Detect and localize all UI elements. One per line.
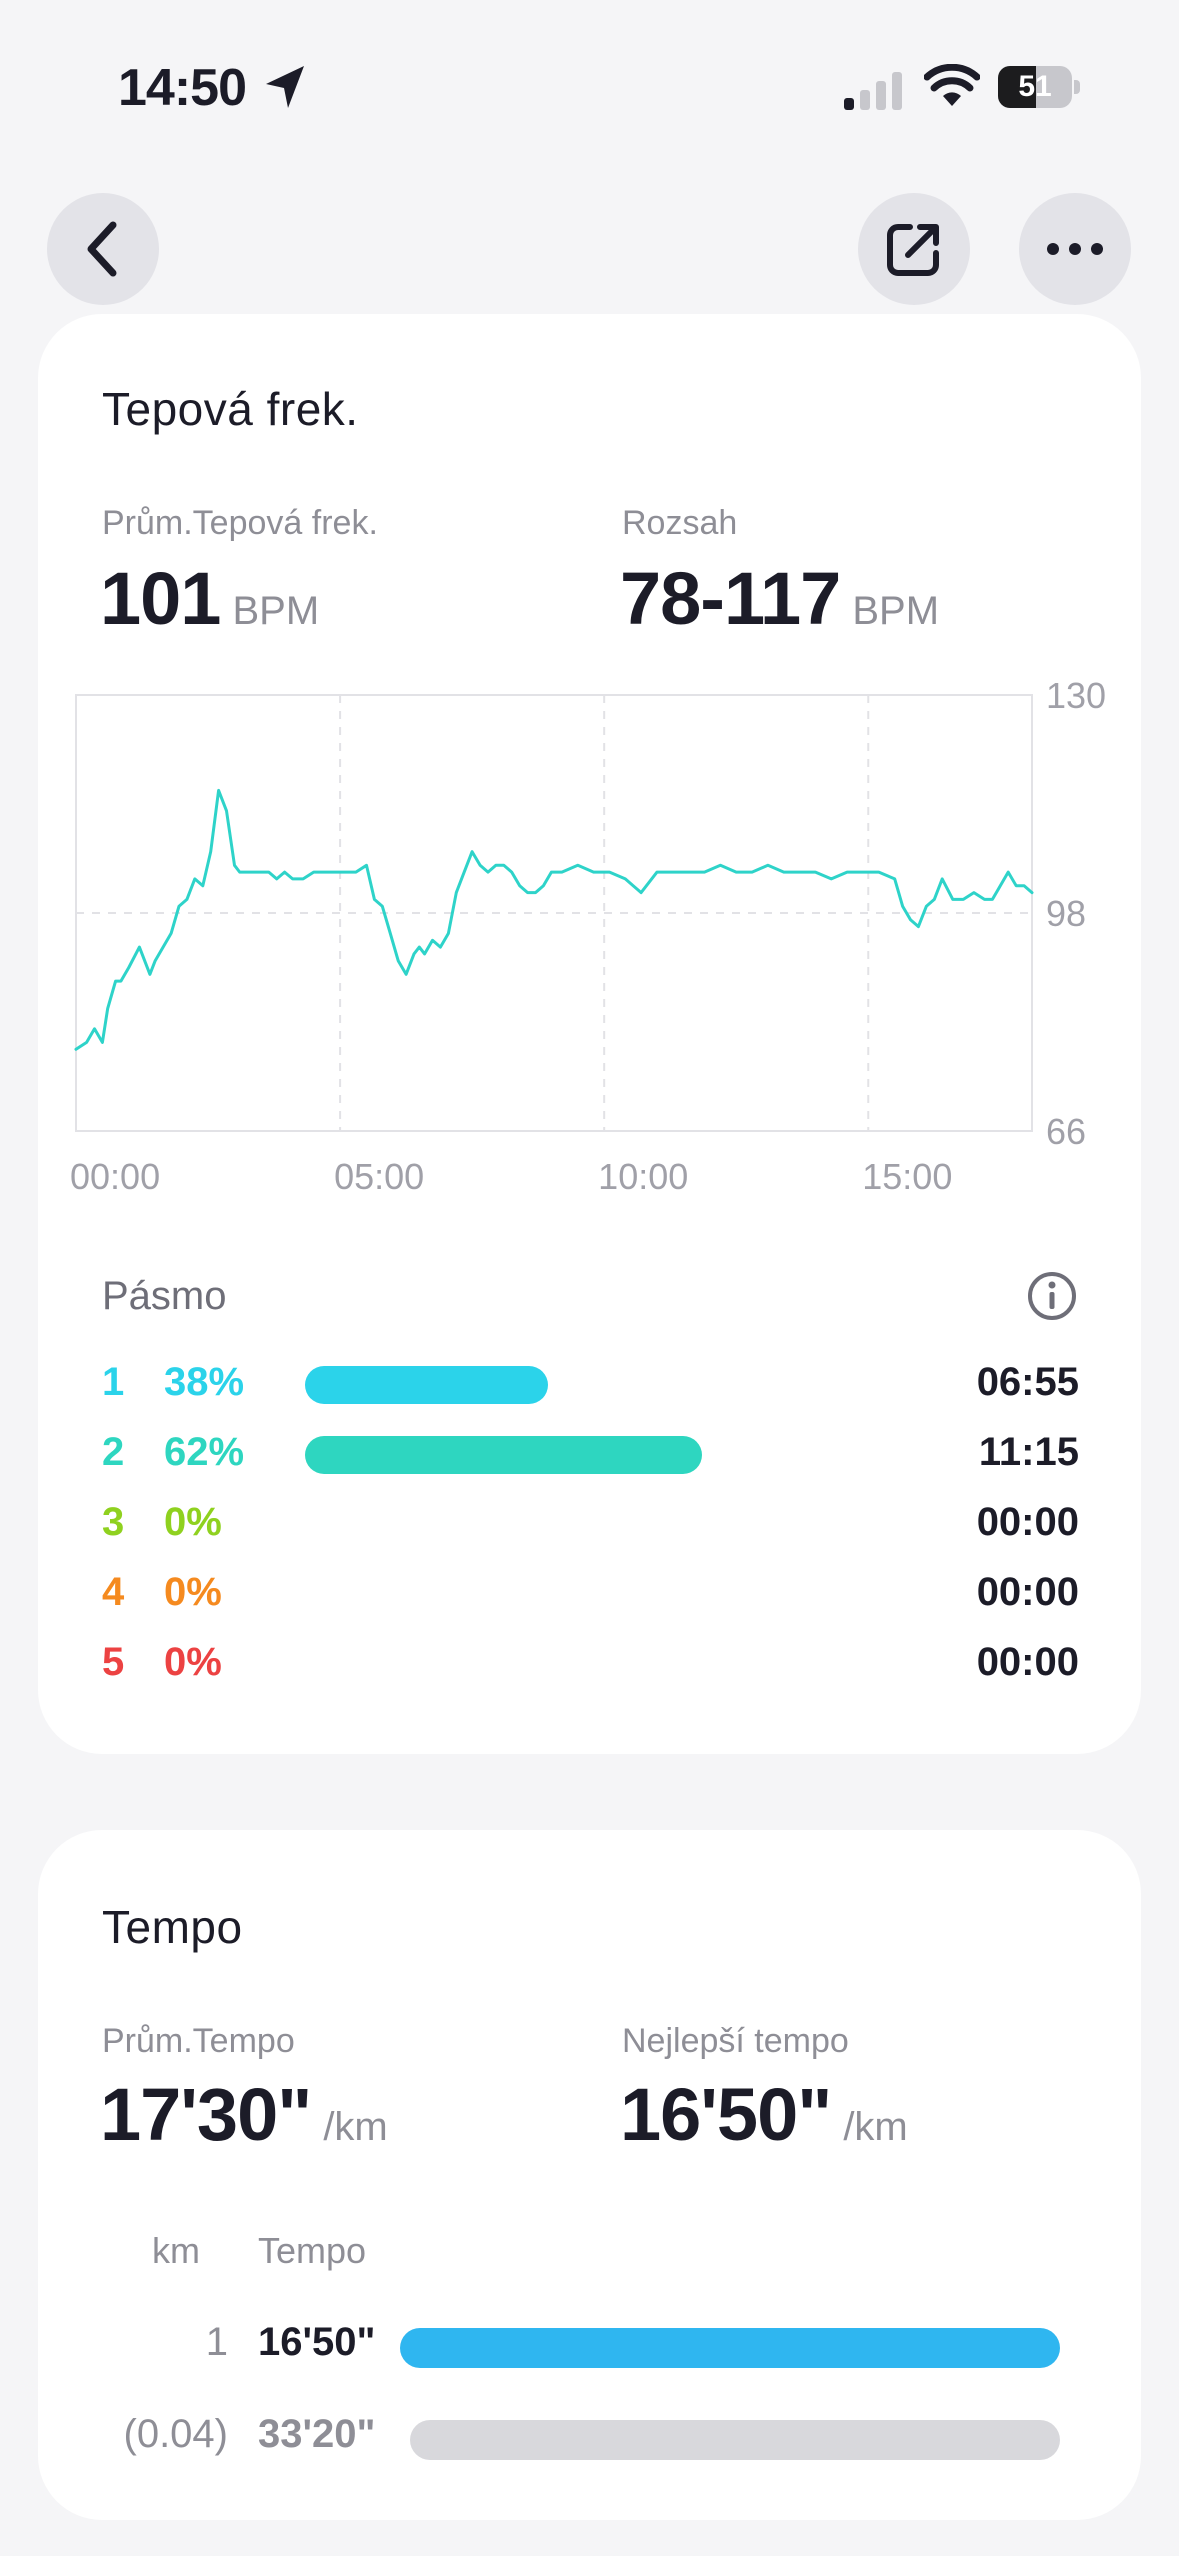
avg-pace-unit: /km bbox=[323, 2105, 388, 2149]
zone-row: 1 38% 06:55 bbox=[38, 1360, 1141, 1420]
best-pace-value: 16'50"/km bbox=[620, 2072, 908, 2157]
pace-column-header: Tempo bbox=[258, 2230, 367, 2271]
x-tick-label: 00:00 bbox=[70, 1156, 160, 1197]
zone-row: 2 62% 11:15 bbox=[38, 1430, 1141, 1490]
range-value: 78-117 BPM bbox=[620, 556, 939, 641]
zone-percent: 0% bbox=[164, 1570, 222, 1614]
x-tick-label: 05:00 bbox=[334, 1156, 424, 1197]
best-pace-number: 16'50" bbox=[620, 2073, 832, 2156]
range-number: 78-117 bbox=[620, 557, 841, 640]
status-time: 14:50 bbox=[118, 59, 247, 117]
pace-bar bbox=[400, 2328, 1060, 2368]
battery-fill bbox=[998, 66, 1036, 108]
location-arrow-icon bbox=[266, 66, 304, 108]
pace-bar bbox=[410, 2420, 1061, 2460]
range-label: Rozsah bbox=[622, 504, 738, 542]
avg-hr-value: 101 BPM bbox=[100, 556, 319, 641]
pace-value: 33'20" bbox=[258, 2412, 376, 2456]
zones-title: Pásmo bbox=[102, 1274, 227, 1318]
zone-number: 5 bbox=[102, 1640, 125, 1684]
zone-duration: 00:00 bbox=[976, 1640, 1079, 1684]
zone-number: 4 bbox=[102, 1570, 125, 1614]
zone-percent: 62% bbox=[164, 1430, 245, 1474]
back-button[interactable] bbox=[47, 193, 159, 305]
zone-bar bbox=[305, 1366, 549, 1404]
km-column-header: km bbox=[152, 2230, 200, 2271]
x-tick-label: 10:00 bbox=[598, 1156, 688, 1197]
share-external-icon bbox=[887, 224, 939, 276]
zone-row: 5 0% 00:00 bbox=[38, 1640, 1141, 1700]
battery-tip bbox=[1074, 80, 1080, 94]
avg-pace-label: Prům.Tempo bbox=[102, 2022, 295, 2060]
pace-row: (0.04) 33'20" bbox=[38, 2412, 1141, 2472]
avg-hr-label: Prům.Tepová frek. bbox=[102, 504, 378, 542]
heart-rate-chart: 130 98 66 00:00 05:00 10:00 15:00 bbox=[70, 675, 1106, 1197]
zone-number: 3 bbox=[102, 1500, 125, 1544]
heart-rate-series-line bbox=[74, 788, 1034, 1051]
zone-bar-track bbox=[305, 1506, 775, 1544]
cellular-signal-icon bbox=[844, 72, 902, 110]
pace-value: 16'50" bbox=[258, 2320, 376, 2364]
avg-hr-number: 101 bbox=[100, 557, 221, 640]
zone-bar-track bbox=[305, 1436, 775, 1474]
best-pace-label: Nejlepší tempo bbox=[622, 2022, 849, 2060]
pace-bar-track bbox=[400, 2328, 1060, 2368]
battery-percent: 51 bbox=[1018, 70, 1052, 103]
avg-pace-value: 17'30"/km bbox=[100, 2072, 388, 2157]
zone-percent: 0% bbox=[164, 1500, 222, 1544]
zone-bar bbox=[305, 1436, 702, 1474]
wifi-icon bbox=[924, 64, 980, 106]
share-button[interactable] bbox=[858, 193, 970, 305]
zone-number: 1 bbox=[102, 1360, 125, 1404]
y-tick-label: 130 bbox=[1046, 675, 1106, 716]
avg-pace-number: 17'30" bbox=[100, 2073, 312, 2156]
avg-hr-unit: BPM bbox=[232, 589, 320, 633]
card-title: Tepová frek. bbox=[102, 383, 359, 435]
zone-bar-track bbox=[305, 1576, 775, 1614]
x-tick-label: 15:00 bbox=[862, 1156, 952, 1197]
battery-body: 51 bbox=[998, 66, 1072, 108]
more-dots-icon bbox=[1047, 243, 1103, 255]
battery-icon: 51 bbox=[998, 66, 1082, 108]
zone-percent: 0% bbox=[164, 1640, 222, 1684]
range-unit: BPM bbox=[852, 589, 940, 633]
heart-rate-card: Tepová frek. Prům.Tepová frek. 101 BPM Ro… bbox=[38, 314, 1141, 1754]
best-pace-unit: /km bbox=[843, 2105, 908, 2149]
pace-km: (0.04) bbox=[123, 2412, 229, 2456]
pace-row: 1 16'50" bbox=[38, 2320, 1141, 2380]
more-button[interactable] bbox=[1019, 193, 1131, 305]
plot-frame bbox=[75, 694, 1033, 1132]
zone-row: 4 0% 00:00 bbox=[38, 1570, 1141, 1630]
pace-km: 1 bbox=[205, 2320, 228, 2364]
status-bar: 14:50 51 bbox=[0, 0, 1179, 170]
zone-number: 2 bbox=[102, 1430, 125, 1474]
zone-duration: 06:55 bbox=[976, 1360, 1079, 1404]
zone-row: 3 0% 00:00 bbox=[38, 1500, 1141, 1560]
pace-card: Tempo Prům.Tempo 17'30"/km Nejlepší temp… bbox=[38, 1830, 1141, 2520]
zone-duration: 00:00 bbox=[976, 1570, 1079, 1614]
chevron-left-icon bbox=[87, 221, 117, 277]
zone-bar-track bbox=[305, 1646, 775, 1684]
pace-bar-track bbox=[410, 2420, 1070, 2460]
zone-duration: 00:00 bbox=[976, 1500, 1079, 1544]
zone-percent: 38% bbox=[164, 1360, 245, 1404]
card-title: Tempo bbox=[102, 1901, 243, 1953]
info-icon[interactable] bbox=[1026, 1270, 1078, 1322]
y-tick-label: 98 bbox=[1046, 893, 1086, 934]
y-tick-label: 66 bbox=[1046, 1111, 1086, 1152]
zone-bar-track bbox=[305, 1366, 775, 1404]
zone-duration: 11:15 bbox=[978, 1430, 1079, 1474]
